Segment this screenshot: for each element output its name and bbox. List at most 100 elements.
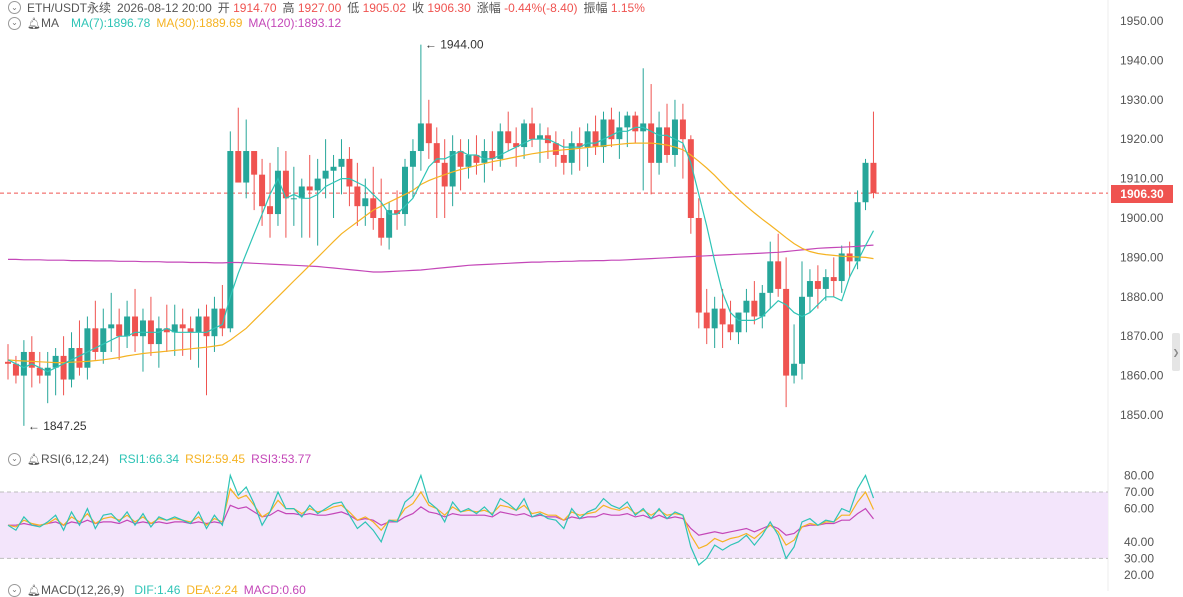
candle-down — [116, 324, 123, 337]
rsi-tick-label: 20.00 — [1124, 568, 1154, 582]
rsi-legend: ⌄ 🔔︎ RSI(6,12,24) RSI1:66.34 RSI2:59.45 … — [8, 452, 311, 466]
candle-down — [60, 355, 67, 380]
candle-up — [671, 119, 678, 155]
rsi-tick-label: 70.00 — [1124, 485, 1154, 499]
dea-value: DEA:2.24 — [186, 583, 238, 597]
candle-up — [20, 351, 27, 376]
rsi-tick-label: 30.00 — [1124, 551, 1154, 565]
candle-up — [449, 151, 456, 187]
price-tick-label: 1940.00 — [1120, 53, 1164, 67]
candle-up — [155, 328, 162, 345]
ma120-line — [8, 244, 874, 273]
candle-down — [187, 328, 194, 333]
open-label: 开 1914.70 — [217, 1, 277, 15]
candle-down — [163, 328, 170, 333]
candle-up — [68, 348, 75, 380]
candle-down — [775, 261, 782, 289]
candle-up — [521, 123, 528, 148]
candle-up — [409, 151, 416, 167]
candle-down — [76, 348, 83, 368]
rsi-tick-label: 60.00 — [1124, 502, 1154, 516]
macd-legend: ⌄ 🔔︎ MACD(12,26,9) DIF:1.46 DEA:2.24 MAC… — [8, 583, 306, 597]
low-label: 低 1905.02 — [347, 1, 407, 15]
candle-down — [259, 174, 266, 207]
panel-resize-handle[interactable]: ❯ — [1172, 333, 1180, 371]
rsi-panel — [0, 473, 1108, 566]
price-tick-label: 1900.00 — [1120, 211, 1164, 225]
amplitude-label: 振幅 1.15% — [583, 1, 645, 15]
last-price-tag: 1906.30 — [1111, 185, 1173, 203]
candle-up — [616, 127, 623, 140]
ma7-line — [7, 126, 875, 373]
candle-down — [695, 218, 702, 313]
candle-up — [298, 186, 305, 199]
collapse-chevron-icon[interactable]: ⌄ — [8, 452, 21, 466]
candle-up — [735, 312, 742, 333]
extreme-price-annotation: ← 1944.00 — [425, 38, 484, 52]
candle-up — [314, 178, 321, 191]
candle-down — [783, 288, 790, 376]
datetime-label: 2026-08-12 20:00 — [117, 0, 212, 15]
bell-icon[interactable]: 🔔︎ — [27, 453, 41, 466]
candle-up — [84, 328, 91, 368]
candle-down — [354, 186, 361, 207]
bell-icon[interactable]: 🔔︎ — [27, 584, 41, 597]
rsi3-value: RSI3:53.77 — [251, 452, 312, 466]
candle-up — [806, 281, 813, 297]
candle-down — [219, 308, 226, 329]
candle-up — [139, 320, 146, 337]
candle-down — [505, 131, 512, 144]
candle-up — [584, 131, 591, 148]
candle-down — [870, 162, 877, 194]
rsi-band — [0, 492, 1108, 559]
candle-down — [203, 316, 210, 337]
candle-down — [132, 316, 139, 337]
rsi-title: RSI(6,12,24) — [40, 452, 110, 466]
collapse-chevron-icon[interactable]: ⌄ — [8, 1, 21, 14]
candle-down — [251, 151, 258, 175]
candle-down — [632, 115, 639, 132]
candle-up — [243, 151, 250, 183]
candle-up — [195, 316, 202, 333]
ma7-value: MA(7):1896.78 — [70, 16, 151, 30]
candle-down — [346, 158, 353, 187]
price-tick-label: 1860.00 — [1120, 369, 1164, 383]
candle-down — [814, 281, 821, 289]
collapse-chevron-icon[interactable]: ⌄ — [8, 16, 21, 30]
price-tick-label: 1930.00 — [1120, 93, 1164, 107]
candle-up — [108, 324, 115, 329]
dif-value: DIF:1.46 — [134, 583, 181, 597]
candle-up — [656, 127, 663, 163]
candle-up — [124, 316, 131, 337]
candle-down — [179, 324, 186, 329]
candle-down — [5, 361, 11, 364]
candle-up — [743, 300, 750, 313]
candle-up — [362, 198, 369, 207]
price-tick-label: 1920.00 — [1120, 132, 1164, 146]
ohlc-legend: ⌄ ETH/USDT永续 2026-08-12 20:00 开 1914.70 … — [8, 0, 645, 16]
macd-value: MACD:0.60 — [243, 583, 306, 597]
candle-down — [457, 151, 464, 167]
candle-down — [608, 119, 615, 140]
bell-icon[interactable]: 🔔︎ — [27, 17, 41, 30]
candle-up — [52, 355, 59, 368]
rsi-tick-label: 40.00 — [1124, 535, 1154, 549]
candle-down — [433, 143, 440, 163]
candle-down — [489, 151, 496, 159]
ma30-value: MA(30):1889.69 — [156, 16, 243, 30]
candle-down — [576, 143, 583, 148]
candle-down — [425, 123, 432, 144]
collapse-chevron-icon[interactable]: ⌄ — [8, 583, 21, 597]
close-label: 收 1906.30 — [412, 1, 471, 15]
candle-down — [830, 277, 837, 282]
candle-down — [552, 143, 559, 155]
ma-title: MA — [40, 16, 59, 30]
candle-up — [711, 308, 718, 329]
rsi-tick-label: 80.00 — [1124, 468, 1154, 482]
candle-down — [751, 300, 758, 317]
candle-up — [624, 115, 631, 128]
symbol-label: ETH/USDT永续 — [27, 1, 112, 15]
candle-down — [378, 218, 385, 238]
price-tick-label: 1950.00 — [1120, 14, 1164, 28]
